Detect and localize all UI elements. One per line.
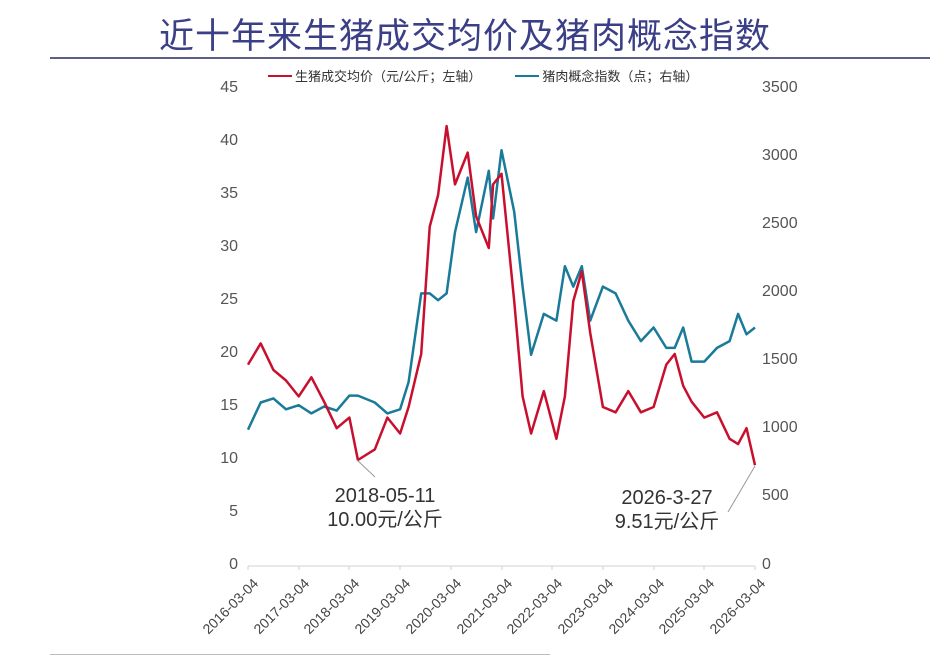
chart-title: 近十年来生猪成交均价及猪肉概念指数: [158, 17, 771, 57]
legend-label-pig-price: 生猪成交均价（元/公斤；左轴）: [295, 70, 482, 85]
left-axis-tick: 40: [220, 132, 238, 149]
left-axis-tick: 15: [220, 397, 238, 414]
left-axis-tick: 35: [220, 185, 238, 202]
left-axis-tick: 0: [229, 556, 238, 573]
annotation-2026-date: 2026-3-27: [621, 487, 713, 509]
annotation-2026-value: 9.51元/公斤: [614, 511, 720, 533]
legend-swatch-teal-line-icon: [515, 74, 540, 77]
right-axis-tick: 1500: [762, 351, 798, 368]
x-axis-tick-marks: [247, 566, 756, 570]
right-axis-tick: 0: [762, 556, 771, 573]
chart-legend: 生猪成交均价（元/公斤；左轴） 猪肉概念指数（点；右轴）: [268, 66, 698, 85]
annotation-2026-low: 2026-3-27 9.51元/公斤: [602, 486, 732, 534]
right-axis-tick: 1000: [762, 419, 798, 436]
right-axis-tick: 2500: [762, 215, 798, 232]
annotation-2018-date: 2018-05-11: [334, 485, 436, 507]
left-axis-tick: 10: [220, 450, 238, 467]
right-axis-tick: 500: [762, 487, 789, 504]
right-axis-tick: 2000: [762, 283, 798, 300]
annotation-2018-value: 10.00元/公斤: [327, 509, 443, 531]
left-axis-tick: 30: [220, 238, 238, 255]
pork-index-line: [246, 149, 756, 431]
annotation-leader-2026: [727, 465, 756, 513]
annotation-leader-2018: [356, 459, 376, 478]
left-axis-tick: 5: [229, 503, 238, 520]
legend-label-pork-index: 猪肉概念指数（点；右轴）: [542, 70, 699, 85]
pig-price-line: [246, 124, 757, 466]
left-axis-tick: 45: [220, 79, 238, 96]
legend-swatch-red-line-icon: [268, 74, 292, 77]
annotation-2018-low: 2018-05-11 10.00元/公斤: [320, 484, 450, 532]
bottom-divider: [50, 654, 550, 655]
left-axis-tick: 25: [220, 291, 238, 308]
title-divider: [50, 57, 930, 59]
legend-item-pig-price: 生猪成交均价（元/公斤；左轴）: [268, 66, 481, 85]
left-axis-tick: 20: [220, 344, 238, 361]
right-axis-tick: 3500: [762, 79, 798, 96]
legend-item-pork-index: 猪肉概念指数（点；右轴）: [515, 66, 698, 85]
right-axis-tick: 3000: [762, 147, 798, 164]
